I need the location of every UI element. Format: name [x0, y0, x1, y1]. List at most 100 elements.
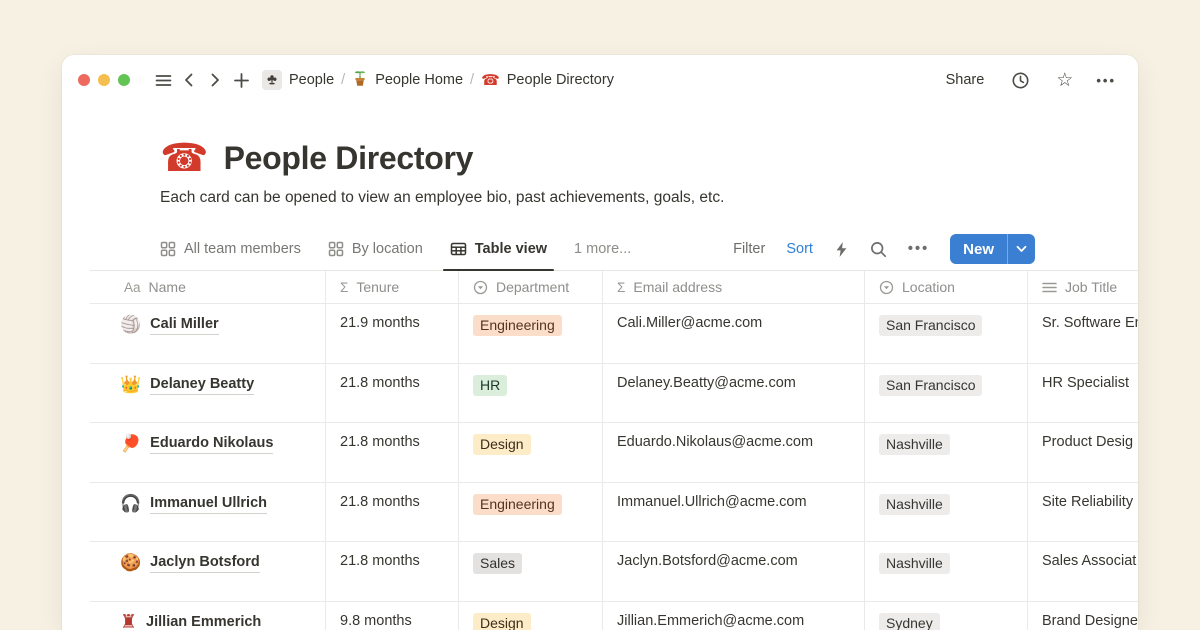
email-cell[interactable]: Delaney.Beatty@acme.com: [603, 363, 865, 422]
email-cell[interactable]: Jillian.Emmerich@acme.com: [603, 601, 865, 630]
location-cell[interactable]: Nashville: [865, 482, 1028, 541]
department-cell[interactable]: Sales: [459, 542, 603, 601]
select-circle-icon: [473, 280, 488, 294]
department-tag: Design: [473, 434, 531, 455]
view-tabs: All team members By location Table view: [160, 228, 555, 271]
new-record-button[interactable]: New: [950, 234, 1035, 264]
table-row: 🎧 Immanuel Ullrich 21.8 months Engineeri…: [90, 481, 1138, 541]
tenure-cell[interactable]: 21.8 months: [326, 363, 459, 422]
gallery-grid-icon: [328, 241, 344, 257]
share-button[interactable]: Share: [945, 72, 985, 88]
column-header-department[interactable]: Department: [459, 271, 603, 303]
app-window: People / People Home / ☎ People Director…: [62, 55, 1138, 630]
job-title-cell[interactable]: HR Specialist: [1042, 374, 1130, 391]
zoom-window-button[interactable]: [118, 74, 130, 86]
people-table: Aa Name Σ Tenure Department Σ Email addr…: [90, 271, 1138, 630]
department-tag: HR: [473, 374, 508, 396]
gallery-grid-icon: [160, 241, 176, 257]
breadcrumb-item-people[interactable]: People: [262, 70, 334, 90]
sort-button[interactable]: Sort: [786, 241, 813, 257]
column-header-name[interactable]: Aa Name: [90, 271, 326, 303]
department-tag: Engineering: [473, 315, 562, 336]
person-page-link[interactable]: Delaney Beatty: [150, 375, 255, 395]
department-tag: Engineering: [473, 493, 562, 515]
breadcrumb-item-people-home[interactable]: People Home: [352, 70, 463, 91]
email-cell[interactable]: Jaclyn.Botsford@acme.com: [603, 542, 865, 601]
name-cell[interactable]: 🎧 Immanuel Ullrich: [90, 482, 326, 541]
tenure-cell[interactable]: 21.8 months: [326, 542, 459, 601]
location-tag: San Francisco: [879, 374, 983, 396]
location-tag: San Francisco: [879, 315, 983, 336]
department-cell[interactable]: Engineering: [459, 304, 603, 363]
close-window-button[interactable]: [78, 74, 90, 86]
job-title-cell[interactable]: Site Reliability E: [1042, 493, 1138, 510]
favorite-star-icon[interactable]: ☆: [1056, 69, 1074, 91]
new-page-plus-icon[interactable]: [228, 67, 254, 93]
name-cell[interactable]: 🍪 Jaclyn Botsford: [90, 542, 326, 601]
location-cell[interactable]: San Francisco: [865, 363, 1028, 422]
back-chevron-icon[interactable]: [176, 67, 202, 93]
view-options-icon[interactable]: •••: [907, 241, 930, 257]
chevron-down-icon[interactable]: [1007, 234, 1035, 264]
department-cell[interactable]: Engineering: [459, 482, 603, 541]
tab-all-team-members[interactable]: All team members: [160, 228, 301, 270]
email-cell[interactable]: Immanuel.Ullrich@acme.com: [603, 482, 865, 541]
tab-by-location[interactable]: By location: [328, 228, 423, 270]
department-cell[interactable]: Design: [459, 601, 603, 630]
formula-icon: Σ: [340, 279, 349, 295]
name-cell[interactable]: 👑 Delaney Beatty: [90, 363, 326, 422]
tenure-cell[interactable]: 21.8 months: [326, 482, 459, 541]
minimize-window-button[interactable]: [98, 74, 110, 86]
email-cell[interactable]: Eduardo.Nikolaus@acme.com: [603, 423, 865, 482]
clock-history-icon[interactable]: [1007, 67, 1033, 93]
filter-button[interactable]: Filter: [733, 241, 766, 257]
location-cell[interactable]: San Francisco: [865, 304, 1028, 363]
department-tag: Sales: [473, 553, 523, 574]
tenure-cell[interactable]: 21.9 months: [326, 304, 459, 363]
name-cell[interactable]: 🏓 Eduardo Nikolaus: [90, 423, 326, 482]
more-views-link[interactable]: 1 more...: [574, 241, 632, 257]
person-page-link[interactable]: Immanuel Ullrich: [150, 494, 268, 514]
text-lines-icon: [1042, 282, 1057, 292]
tab-table-view[interactable]: Table view: [442, 228, 555, 271]
sidebar-menu-icon[interactable]: [150, 67, 176, 93]
column-header-job-title[interactable]: Job Title: [1028, 271, 1138, 303]
department-cell[interactable]: Design: [459, 423, 603, 482]
person-page-link[interactable]: Jillian Emmerich: [146, 613, 261, 630]
column-header-email[interactable]: Σ Email address: [603, 271, 865, 303]
volleyball-emoji: 🏐: [120, 315, 142, 334]
new-button-label[interactable]: New: [963, 240, 994, 258]
job-title-cell[interactable]: Sales Associat: [1042, 553, 1137, 569]
page-icon-red-telephone-emoji[interactable]: ☎: [160, 137, 209, 180]
location-cell[interactable]: Nashville: [865, 542, 1028, 601]
more-options-icon[interactable]: •••: [1096, 72, 1116, 88]
column-header-location[interactable]: Location: [865, 271, 1028, 303]
select-circle-icon: [879, 280, 894, 294]
location-cell[interactable]: Sydney: [865, 601, 1028, 630]
automation-bolt-icon[interactable]: [834, 241, 849, 258]
name-cell[interactable]: ♜ Jillian Emmerich: [90, 601, 326, 630]
department-cell[interactable]: HR: [459, 363, 603, 422]
person-page-link[interactable]: Eduardo Nikolaus: [150, 434, 274, 454]
table-row: 🍪 Jaclyn Botsford 21.8 months Sales Jacl…: [90, 541, 1138, 601]
crown-emoji: 👑: [120, 374, 142, 394]
job-title-cell[interactable]: Sr. Software En: [1042, 315, 1138, 331]
location-tag: Sydney: [879, 612, 940, 630]
location-tag: Nashville: [879, 553, 950, 574]
column-header-tenure[interactable]: Σ Tenure: [326, 271, 459, 303]
job-title-cell[interactable]: Brand Designe: [1042, 612, 1138, 629]
forward-chevron-icon[interactable]: [202, 67, 228, 93]
tenure-cell[interactable]: 9.8 months: [326, 601, 459, 630]
search-icon[interactable]: [870, 241, 887, 258]
name-cell[interactable]: 🏐 Cali Miller: [90, 304, 326, 363]
email-cell[interactable]: Cali.Miller@acme.com: [603, 304, 865, 363]
person-page-link[interactable]: Cali Miller: [150, 315, 219, 335]
location-tag: Nashville: [879, 493, 950, 515]
job-title-cell[interactable]: Product Desig: [1042, 434, 1134, 450]
person-page-link[interactable]: Jaclyn Botsford: [150, 553, 260, 573]
page-title: People Directory: [223, 140, 474, 176]
breadcrumb-item-people-directory[interactable]: ☎ People Directory: [481, 72, 614, 88]
tenure-cell[interactable]: 21.8 months: [326, 423, 459, 482]
table-header-row: Aa Name Σ Tenure Department Σ Email addr…: [90, 271, 1138, 303]
location-cell[interactable]: Nashville: [865, 423, 1028, 482]
